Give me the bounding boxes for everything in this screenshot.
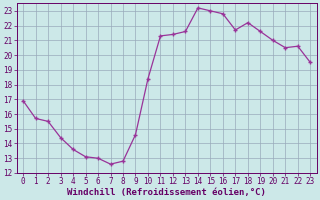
X-axis label: Windchill (Refroidissement éolien,°C): Windchill (Refroidissement éolien,°C) bbox=[67, 188, 266, 197]
